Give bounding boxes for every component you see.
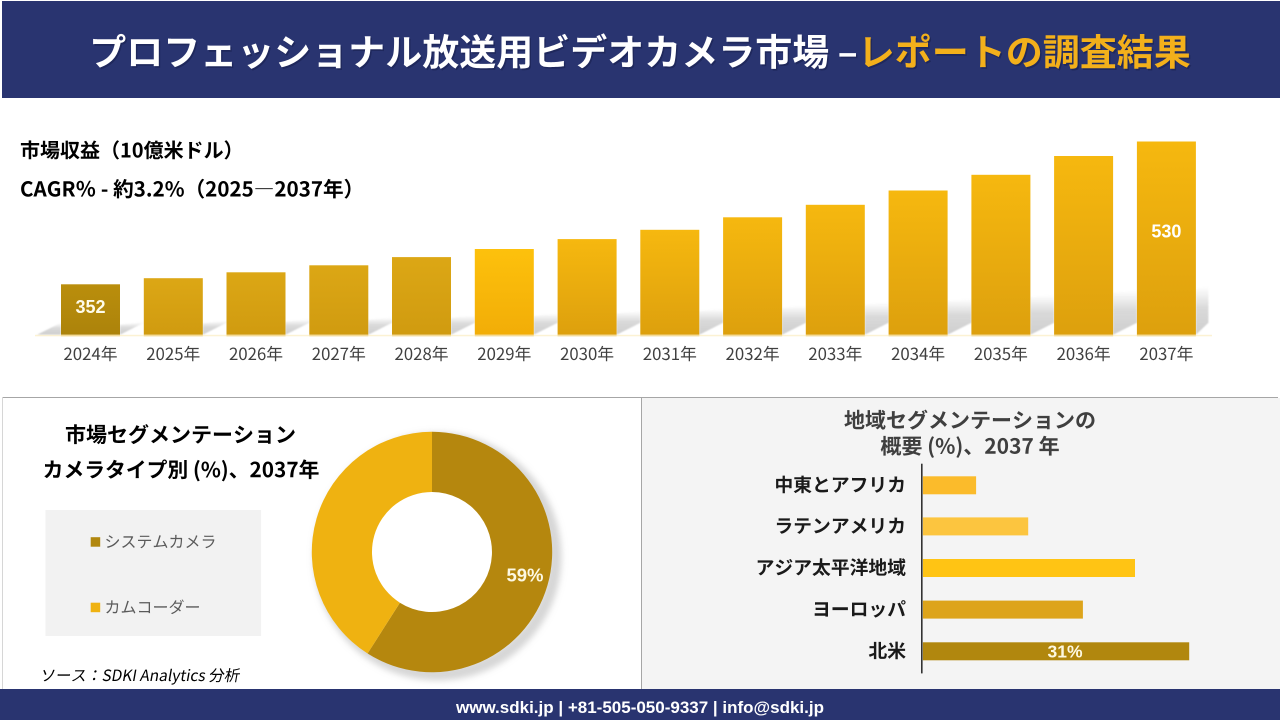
svg-text:59%: 59%	[506, 565, 543, 586]
svg-text:31%: 31%	[1047, 642, 1082, 662]
svg-text:530: 530	[1151, 222, 1181, 242]
svg-text:352: 352	[75, 297, 105, 317]
